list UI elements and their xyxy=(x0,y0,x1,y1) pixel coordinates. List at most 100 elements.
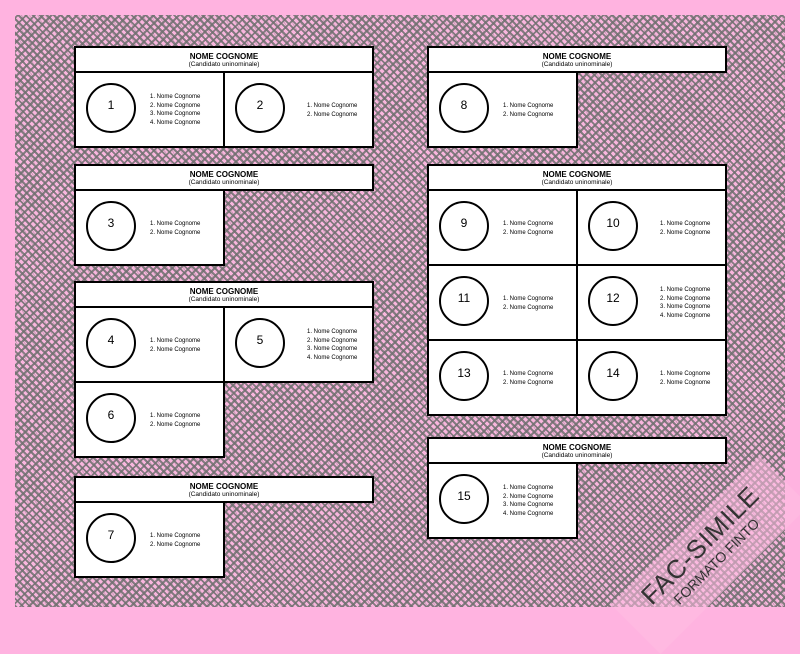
candidate-list: 1. Nome Cognome 2. Nome Cognome xyxy=(503,220,553,237)
candidate-item: 1. Nome Cognome xyxy=(503,103,554,109)
list-cell-15[interactable]: 15 1. Nome Cognome 2. Nome Cognome 3. Nome … xyxy=(427,462,578,539)
party-symbol-circle[interactable]: 3 xyxy=(86,201,136,251)
candidate-item: 2. Nome Cognome xyxy=(660,295,711,302)
party-symbol-circle[interactable]: 7 xyxy=(86,513,136,563)
candidate-item: 1. Nome Cognome xyxy=(307,103,358,109)
party-symbol-circle[interactable]: 6 xyxy=(86,393,136,443)
party-symbol-circle[interactable]: 9 xyxy=(439,201,489,251)
candidate-item: 1. Nome Cognome xyxy=(660,221,711,227)
candidate-item: 2. Nome Cognome xyxy=(503,304,554,311)
candidate-list: 1. Nome Cognome 2. Nome Cognome 3. Nome Co… xyxy=(503,484,553,518)
block-header: NOME COGNOME (Candidato uninominale) xyxy=(427,164,727,191)
candidate-subtitle: (Candidato uninominale) xyxy=(188,296,260,303)
list-cell-4[interactable]: 4 1. Nome Cognome 2. Nome Cognome xyxy=(74,306,225,383)
candidate-item: 1. Nome Cognome xyxy=(150,94,201,100)
list-cell-11[interactable]: 11 1. Nome Cognome 2. Nome Cognome xyxy=(427,264,578,341)
candidate-list: 1. Nome Cognome 2. Nome Cognome xyxy=(150,337,200,354)
candidate-item: 1. Nome Cognome xyxy=(150,413,201,419)
candidate-name: NOME COGNOME xyxy=(542,170,612,179)
block-header: NOME COGNOME (Candidato uninominale) xyxy=(74,476,374,503)
candidate-item: 2. Nome Cognome xyxy=(660,229,711,236)
candidate-item: 4. Nome Cognome xyxy=(307,354,358,361)
list-cell-8[interactable]: 8 1. Nome Cognome 2. Nome Cognome xyxy=(427,71,578,148)
party-symbol-circle[interactable]: 14 xyxy=(588,351,638,401)
candidate-item: 1. Nome Cognome xyxy=(307,329,358,335)
candidate-item: 2. Nome Cognome xyxy=(503,379,554,386)
list-cell-3[interactable]: 3 1. Nome Cognome 2. Nome Cognome xyxy=(74,189,225,266)
candidate-subtitle: (Candidato uninominale) xyxy=(188,491,260,498)
candidate-item: 1. Nome Cognome xyxy=(150,533,201,539)
candidate-list: 1. Nome Cognome 2. Nome Cognome 3. Nome Co… xyxy=(150,93,200,127)
candidate-item: 2. Nome Cognome xyxy=(307,111,358,118)
candidate-list: 1. Nome Cognome 2. Nome Cognome xyxy=(150,412,200,429)
candidate-list: 1. Nome Cognome 2. Nome Cognome xyxy=(150,220,200,237)
candidate-item: 1. Nome Cognome xyxy=(503,485,554,491)
candidate-name: NOME COGNOME xyxy=(542,52,612,61)
candidate-item: 2. Nome Cognome xyxy=(150,229,201,236)
party-symbol-circle[interactable]: 12 xyxy=(588,276,638,326)
candidate-list: 1. Nome Cognome 2. Nome Cognome 3. Nome Co… xyxy=(660,286,710,320)
candidate-item: 3. Nome Cognome xyxy=(503,502,554,508)
candidate-item: 3. Nome Cognome xyxy=(660,304,711,310)
candidate-item: 1. Nome Cognome xyxy=(660,371,711,377)
candidate-item: 2. Nome Cognome xyxy=(503,493,554,500)
candidate-item: 2. Nome Cognome xyxy=(503,229,554,236)
candidate-list: 1. Nome Cognome 2. Nome Cognome xyxy=(660,220,710,237)
candidate-subtitle: (Candidato uninominale) xyxy=(541,61,613,68)
candidate-list: 1. Nome Cognome 2. Nome Cognome 3. Nome Co… xyxy=(307,328,357,362)
candidate-name: NOME COGNOME xyxy=(189,170,259,179)
list-cell-6[interactable]: 6 1. Nome Cognome 2. Nome Cognome xyxy=(74,381,225,458)
candidate-item: 2. Nome Cognome xyxy=(150,541,201,548)
candidate-item: 1. Nome Cognome xyxy=(660,287,711,293)
list-cell-13[interactable]: 13 1. Nome Cognome 2. Nome Cognome xyxy=(427,339,578,416)
list-cell-1[interactable]: 1 1. Nome Cognome 2. Nome Cognome 3. Nome C… xyxy=(74,71,225,148)
list-cell-5[interactable]: 5 1. Nome Cognome 2. Nome Cognome 3. Nome C… xyxy=(223,306,374,383)
candidate-item: 2. Nome Cognome xyxy=(150,346,201,353)
candidate-item: 3. Nome Cognome xyxy=(307,346,358,352)
candidate-subtitle: (Candidato uninominale) xyxy=(541,452,613,459)
party-symbol-circle[interactable]: 8 xyxy=(439,83,489,133)
party-symbol-circle[interactable]: 4 xyxy=(86,318,136,368)
candidate-item: 2. Nome Cognome xyxy=(503,111,554,118)
candidate-list: 1. Nome Cognome 2. Nome Cognome xyxy=(503,295,553,312)
candidate-name: NOME COGNOME xyxy=(542,443,612,452)
candidate-item: 2. Nome Cognome xyxy=(660,379,711,386)
block-header: NOME COGNOME (Candidato uninominale) xyxy=(74,164,374,191)
candidate-item: 4. Nome Cognome xyxy=(503,510,554,517)
candidate-item: 1. Nome Cognome xyxy=(503,296,554,302)
block-header: NOME COGNOME (Candidato uninominale) xyxy=(427,46,727,73)
party-symbol-circle[interactable]: 10 xyxy=(588,201,638,251)
candidate-list: 1. Nome Cognome 2. Nome Cognome xyxy=(660,370,710,387)
party-symbol-circle[interactable]: 2 xyxy=(235,83,285,133)
party-symbol-circle[interactable]: 15 xyxy=(439,474,489,524)
list-cell-14[interactable]: 14 1. Nome Cognome 2. Nome Cognome xyxy=(576,339,727,416)
party-symbol-circle[interactable]: 11 xyxy=(439,276,489,326)
candidate-item: 2. Nome Cognome xyxy=(150,102,201,109)
candidate-list: 1. Nome Cognome 2. Nome Cognome xyxy=(503,102,553,119)
candidate-name: NOME COGNOME xyxy=(189,482,259,491)
list-cell-10[interactable]: 10 1. Nome Cognome 2. Nome Cognome xyxy=(576,189,727,266)
block-header: NOME COGNOME (Candidato uninominale) xyxy=(427,437,727,464)
block-header: NOME COGNOME (Candidato uninominale) xyxy=(74,281,374,308)
list-cell-9[interactable]: 9 1. Nome Cognome 2. Nome Cognome xyxy=(427,189,578,266)
candidate-list: 1. Nome Cognome 2. Nome Cognome xyxy=(150,532,200,549)
list-cell-12[interactable]: 12 1. Nome Cognome 2. Nome Cognome 3. Nome … xyxy=(576,264,727,341)
candidate-item: 2. Nome Cognome xyxy=(150,421,201,428)
candidate-item: 4. Nome Cognome xyxy=(660,312,711,319)
party-symbol-circle[interactable]: 5 xyxy=(235,318,285,368)
candidate-item: 1. Nome Cognome xyxy=(150,338,201,344)
party-symbol-circle[interactable]: 1 xyxy=(86,83,136,133)
candidate-subtitle: (Candidato uninominale) xyxy=(188,61,260,68)
block-header: NOME COGNOME (Candidato uninominale) xyxy=(74,46,374,73)
party-symbol-circle[interactable]: 13 xyxy=(439,351,489,401)
candidate-list: 1. Nome Cognome 2. Nome Cognome xyxy=(503,370,553,387)
candidate-subtitle: (Candidato uninominale) xyxy=(188,179,260,186)
candidate-list: 1. Nome Cognome 2. Nome Cognome xyxy=(307,102,357,119)
list-cell-2[interactable]: 2 1. Nome Cognome 2. Nome Cognome xyxy=(223,71,374,148)
candidate-item: 3. Nome Cognome xyxy=(150,111,201,117)
candidate-subtitle: (Candidato uninominale) xyxy=(541,179,613,186)
candidate-name: NOME COGNOME xyxy=(189,287,259,296)
candidate-item: 4. Nome Cognome xyxy=(150,119,201,126)
candidate-item: 1. Nome Cognome xyxy=(503,221,554,227)
list-cell-7[interactable]: 7 1. Nome Cognome 2. Nome Cognome xyxy=(74,501,225,578)
